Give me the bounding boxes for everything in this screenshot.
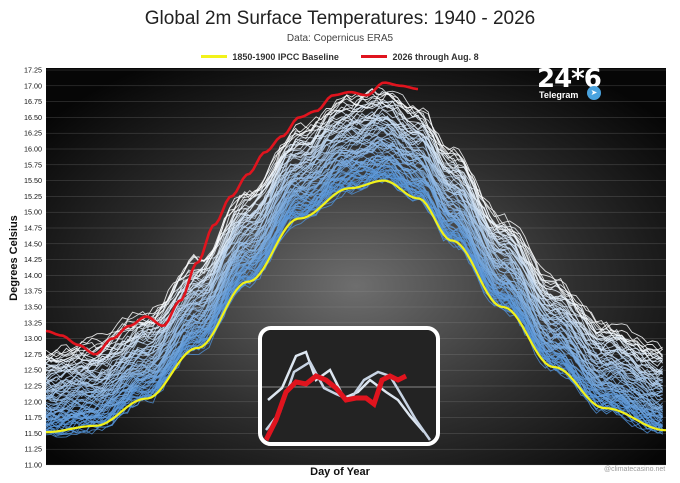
- zoom-inset: [258, 326, 440, 446]
- legend-swatch-baseline: [201, 55, 228, 58]
- series-2026-line: [45, 81, 419, 356]
- historical-year-line: [45, 101, 663, 366]
- y-tick-label: 15.75: [24, 160, 42, 169]
- y-tick-label: 17.25: [24, 66, 42, 75]
- series-baseline-line: [46, 179, 666, 434]
- watermark-label: Telegram: [539, 90, 579, 100]
- historical-year-line: [45, 164, 663, 423]
- historical-year-line: [45, 154, 663, 421]
- historical-year-line: [45, 133, 663, 399]
- legend-label-baseline: 1850-1900 IPCC Baseline: [232, 51, 339, 62]
- historical-year-line: [45, 91, 663, 355]
- y-tick-label: 11.25: [25, 445, 42, 454]
- historical-year-line: [45, 117, 663, 391]
- y-tick-label: 12.75: [24, 350, 42, 359]
- y-tick-label: 12.25: [24, 382, 42, 391]
- y-tick-label: 17.00: [24, 81, 42, 90]
- x-axis-label: Day of Year: [310, 466, 370, 478]
- credit-text: @climatecasino.net: [604, 466, 666, 473]
- y-tick-label: 12.00: [24, 397, 42, 406]
- legend: 1850-1900 IPCC Baseline 2026 through Aug…: [0, 50, 680, 62]
- y-tick-label: 16.50: [24, 113, 42, 122]
- y-tick-label: 14.75: [24, 224, 42, 233]
- telegram-plane-icon: ➤: [587, 86, 601, 100]
- legend-label-2026: 2026 through Aug. 8: [392, 51, 479, 62]
- historical-year-line: [45, 165, 663, 423]
- historical-year-line: [45, 137, 663, 403]
- historical-year-line: [45, 164, 663, 427]
- historical-year-line: [45, 88, 663, 361]
- historical-year-line: [45, 119, 663, 388]
- y-tick-label: 15.50: [24, 176, 42, 185]
- historical-year-line: [45, 101, 663, 371]
- legend-item-baseline: 1850-1900 IPCC Baseline: [201, 52, 339, 62]
- y-tick-label: 13.50: [24, 303, 42, 312]
- y-tick-label: 11.75: [25, 413, 42, 422]
- chart-subtitle: Data: Copernicus ERA5: [286, 33, 394, 44]
- y-tick-label: 13.00: [24, 334, 42, 343]
- historical-year-line: [45, 88, 663, 358]
- legend-item-2026: 2026 through Aug. 8: [361, 51, 479, 62]
- historical-year-line: [45, 167, 663, 432]
- historical-year-line: [45, 169, 663, 426]
- y-tick-label: 16.00: [24, 145, 42, 154]
- y-tick-label: 13.25: [24, 318, 42, 327]
- y-tick-label: 12.50: [24, 366, 42, 375]
- historical-year-line: [45, 142, 663, 411]
- y-tick-label: 16.75: [24, 97, 42, 106]
- historical-year-line: [45, 112, 663, 380]
- historical-year-line: [45, 113, 663, 379]
- y-tick-label: 15.00: [24, 208, 42, 217]
- watermark-logo: 24*6 Telegram ➤: [533, 64, 629, 102]
- historical-year-line: [45, 136, 663, 401]
- y-tick-label: 14.50: [24, 239, 42, 248]
- historical-year-line: [45, 111, 663, 384]
- y-tick-label: 11.50: [25, 429, 42, 438]
- historical-year-line: [45, 138, 663, 401]
- historical-year-line: [45, 165, 663, 431]
- inset-2026-line: [263, 373, 408, 442]
- y-tick-label: 16.25: [24, 129, 42, 138]
- y-axis-label: Degrees Celsius: [8, 215, 20, 301]
- legend-swatch-2026: [361, 55, 388, 58]
- chart-title: Global 2m Surface Temperatures: 1940 - 2…: [144, 8, 536, 29]
- y-tick-label: 14.25: [24, 255, 42, 264]
- y-tick-label: 13.75: [24, 287, 42, 296]
- y-tick-label: 14.00: [24, 271, 42, 280]
- y-tick-label: 11.00: [25, 461, 42, 470]
- y-tick-label: 15.25: [24, 192, 42, 201]
- historical-year-line: [45, 86, 663, 363]
- historical-year-line: [45, 124, 663, 388]
